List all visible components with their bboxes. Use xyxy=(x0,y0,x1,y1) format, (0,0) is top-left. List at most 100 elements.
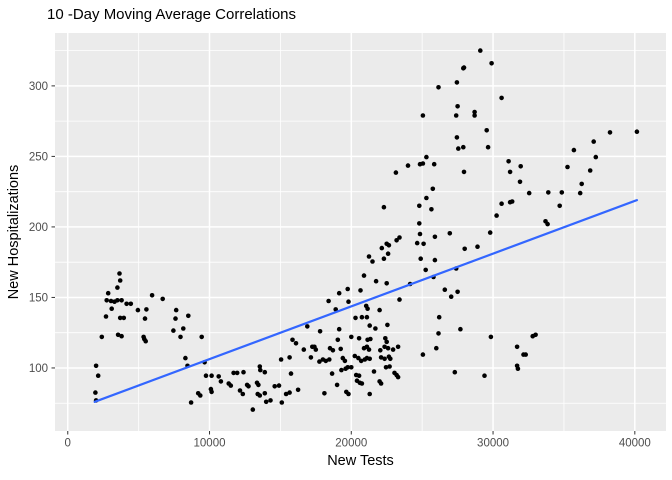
data-point xyxy=(279,400,285,405)
data-point xyxy=(216,374,221,379)
data-point xyxy=(414,240,420,246)
data-point xyxy=(287,390,292,395)
data-point xyxy=(326,298,331,304)
data-point xyxy=(301,347,307,352)
data-point xyxy=(121,315,127,321)
data-point xyxy=(559,190,565,195)
data-point xyxy=(359,381,365,386)
data-point xyxy=(117,315,123,321)
data-point xyxy=(115,285,120,290)
data-point xyxy=(135,307,141,313)
data-point xyxy=(432,257,438,263)
data-point xyxy=(593,154,599,160)
data-point xyxy=(349,334,354,340)
data-point xyxy=(591,139,596,144)
data-point xyxy=(546,190,551,195)
data-point xyxy=(365,306,370,312)
data-point xyxy=(198,393,203,398)
data-point xyxy=(290,337,295,343)
data-point xyxy=(178,334,183,340)
data-point xyxy=(370,259,375,264)
data-point xyxy=(338,346,344,352)
data-point xyxy=(454,135,460,140)
data-point xyxy=(385,322,390,328)
data-point xyxy=(381,256,387,262)
data-point xyxy=(181,326,186,331)
x-tick-label: 40000 xyxy=(619,438,651,450)
data-point xyxy=(429,207,434,212)
data-point xyxy=(128,301,134,307)
data-point xyxy=(453,113,459,118)
data-point xyxy=(454,80,460,85)
data-point xyxy=(250,407,256,412)
data-point xyxy=(395,374,401,380)
data-point xyxy=(329,371,335,376)
data-point xyxy=(353,315,358,321)
data-point xyxy=(577,190,583,196)
data-point xyxy=(565,164,570,170)
y-tick-label: 250 xyxy=(29,151,48,163)
data-point xyxy=(382,356,387,362)
data-point xyxy=(305,324,310,329)
data-point xyxy=(346,391,351,397)
data-point xyxy=(384,339,390,345)
data-point xyxy=(356,355,361,361)
data-point xyxy=(335,337,341,343)
data-point xyxy=(173,316,178,321)
y-axis-title: New Hospitalizations xyxy=(6,164,22,300)
data-point xyxy=(173,307,179,313)
data-point xyxy=(218,379,224,384)
data-point xyxy=(367,391,373,397)
data-point xyxy=(386,243,392,248)
data-point xyxy=(186,313,191,319)
data-point xyxy=(117,271,122,276)
data-point xyxy=(517,179,523,185)
data-point xyxy=(258,367,263,373)
data-point xyxy=(499,95,504,101)
data-point xyxy=(308,355,314,360)
data-point xyxy=(119,298,124,303)
data-point xyxy=(472,113,477,118)
data-point xyxy=(209,373,214,379)
data-point xyxy=(323,358,329,364)
data-point xyxy=(108,298,114,304)
data-point xyxy=(382,344,387,350)
data-point xyxy=(149,293,155,298)
data-point xyxy=(458,326,463,332)
data-point xyxy=(499,201,504,206)
data-point xyxy=(241,369,246,375)
data-point xyxy=(447,231,453,236)
data-point xyxy=(388,356,393,362)
data-point xyxy=(240,391,246,397)
panel-background xyxy=(55,33,666,431)
data-point xyxy=(160,296,165,302)
data-point xyxy=(93,363,99,369)
data-point xyxy=(461,65,467,70)
data-point xyxy=(430,186,436,192)
data-point xyxy=(394,238,399,243)
data-point xyxy=(317,329,323,334)
data-point xyxy=(489,61,494,66)
data-point xyxy=(378,381,384,386)
data-point xyxy=(514,344,520,350)
data-point xyxy=(262,391,268,396)
data-point xyxy=(533,332,538,338)
data-point xyxy=(228,383,234,388)
data-point xyxy=(509,199,515,204)
data-point xyxy=(526,190,532,196)
data-point xyxy=(124,301,129,307)
data-point xyxy=(455,104,460,109)
data-point xyxy=(330,348,336,353)
x-tick-label: 10000 xyxy=(194,438,226,450)
data-point xyxy=(234,370,240,376)
data-point xyxy=(515,366,521,372)
data-point xyxy=(462,246,468,252)
data-point xyxy=(507,169,513,175)
data-point xyxy=(257,393,263,398)
data-point xyxy=(378,355,384,360)
data-point xyxy=(317,359,322,364)
data-point xyxy=(339,367,344,373)
data-point xyxy=(417,231,423,237)
data-point xyxy=(395,344,401,350)
data-point xyxy=(361,273,367,278)
